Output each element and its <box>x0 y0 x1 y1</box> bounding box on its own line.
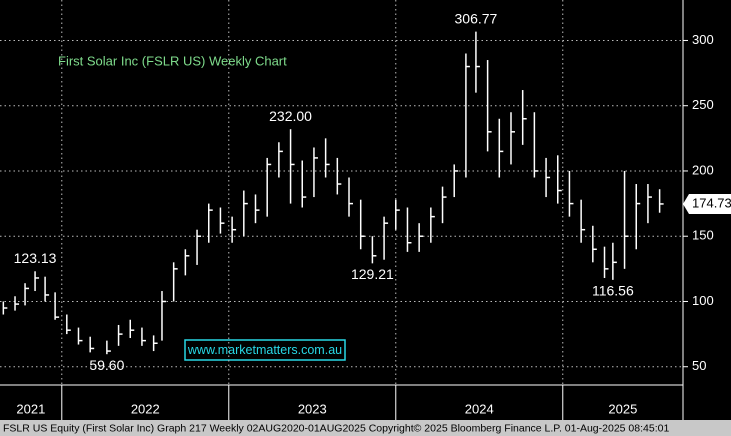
last-price-label: 174.73 <box>692 195 731 210</box>
x-tick-label: 2025 <box>608 401 637 416</box>
chart-title: First Solar Inc (FSLR US) Weekly Chart <box>58 53 287 68</box>
annotation: 306.77 <box>455 10 498 26</box>
y-tick-label: 300 <box>692 32 714 47</box>
annotation: 123.13 <box>14 250 57 266</box>
y-tick-label: 50 <box>692 358 706 373</box>
y-tick-label: 150 <box>692 228 714 243</box>
x-tick-label: 2021 <box>16 401 45 416</box>
y-tick-label: 100 <box>692 293 714 308</box>
footer: FSLR US Equity (First Solar Inc) Graph 2… <box>3 422 669 434</box>
annotation: 59.60 <box>89 357 124 373</box>
annotation: 116.56 <box>592 283 634 299</box>
last-price-box <box>683 193 731 214</box>
footer-bar <box>0 420 731 436</box>
watermark: www.marketmatters.com.au <box>187 343 342 357</box>
y-tick-label: 200 <box>692 162 714 177</box>
annotation: 129.21 <box>351 266 394 282</box>
annotation: 232.00 <box>269 108 312 124</box>
y-tick-label: 250 <box>692 97 714 112</box>
x-tick-label: 2024 <box>465 401 494 416</box>
x-tick-label: 2023 <box>298 401 327 416</box>
x-tick-label: 2022 <box>131 401 160 416</box>
watermark-box <box>184 339 346 361</box>
